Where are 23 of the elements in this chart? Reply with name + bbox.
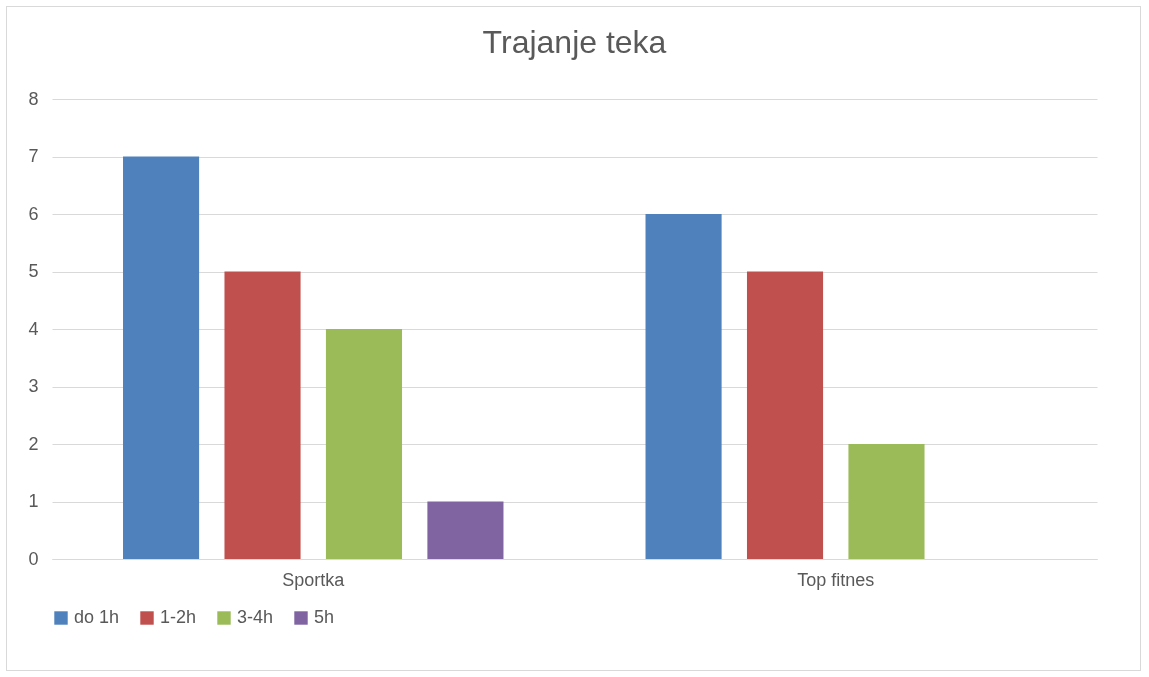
y-tick-label: 1 <box>28 491 39 511</box>
y-tick-label: 7 <box>28 146 39 166</box>
legend-label: do 1h <box>74 607 120 627</box>
bar <box>746 271 824 559</box>
x-tick-label: Top fitnes <box>797 569 875 590</box>
bar <box>645 214 722 559</box>
chart-title: Trajanje teka <box>482 24 667 60</box>
y-tick-label: 8 <box>28 88 39 109</box>
bar <box>325 329 403 559</box>
y-tick-label: 6 <box>28 203 39 224</box>
legend-label: 1-2h <box>160 607 197 627</box>
bar <box>224 271 301 559</box>
legend-label: 5h <box>314 607 335 627</box>
y-tick-label: 3 <box>28 376 39 396</box>
y-tick-label: 0 <box>28 548 39 569</box>
x-tick-label: Sportka <box>282 569 346 590</box>
bar <box>427 501 504 559</box>
bar <box>848 444 925 559</box>
legend-label: 3-4h <box>237 607 274 627</box>
y-tick-label: 4 <box>28 318 39 339</box>
bar <box>123 156 200 559</box>
y-tick-label: 5 <box>28 261 39 281</box>
y-tick-label: 2 <box>28 433 39 454</box>
